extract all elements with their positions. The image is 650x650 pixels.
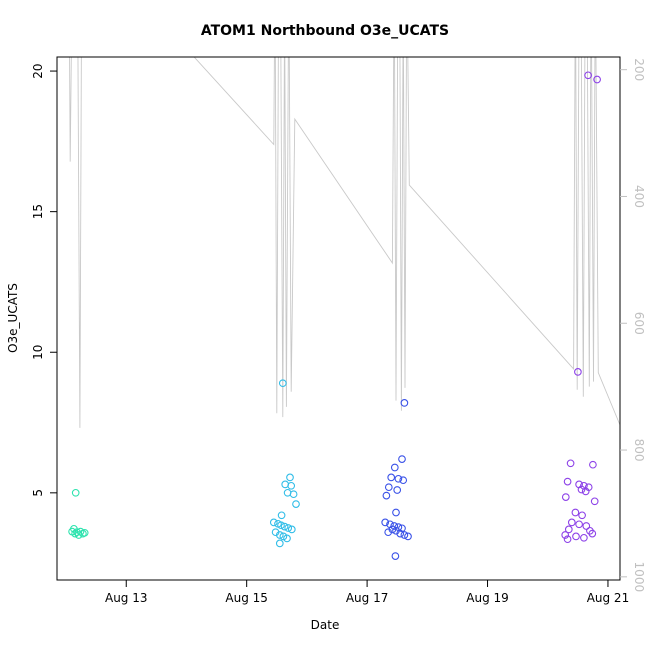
x-tick-label: Aug 13 (105, 591, 148, 605)
data-point (384, 528, 393, 537)
data-point (277, 511, 286, 520)
data-point (392, 508, 400, 517)
right-tick-label: 600 (632, 312, 646, 335)
data-point (269, 518, 278, 527)
x-tick-label: Aug 21 (587, 591, 630, 605)
data-point (382, 491, 391, 500)
y-tick-label: 5 (31, 489, 45, 497)
data-point (563, 477, 572, 486)
data-point (400, 399, 409, 407)
series-flight-aug15 (269, 379, 300, 548)
plot-box (56, 56, 621, 581)
y-tick-label: 20 (31, 63, 45, 78)
data-point (284, 524, 293, 532)
data-point (287, 481, 296, 490)
data-point (381, 518, 390, 527)
data-point (590, 497, 599, 506)
pressure-altitude-trace (69, 57, 620, 428)
x-tick-label: Aug 15 (225, 591, 268, 605)
data-point (399, 476, 408, 485)
data-point (593, 75, 601, 84)
data-point (561, 493, 570, 501)
series-flight-aug12 (68, 488, 89, 539)
right-tick-label: 400 (632, 185, 646, 208)
data-point (275, 531, 284, 539)
data-point (561, 531, 570, 539)
data-point (277, 521, 285, 530)
right-tick-label: 800 (632, 439, 646, 462)
data-point (292, 500, 300, 508)
data-point (76, 527, 85, 536)
data-point (280, 522, 289, 531)
data-point (80, 528, 89, 537)
data-point (584, 71, 592, 80)
data-point (566, 459, 575, 468)
data-point (572, 532, 580, 541)
x-tick-label: Aug 17 (346, 591, 389, 605)
data-point (404, 532, 412, 541)
data-point (577, 485, 586, 494)
data-point (589, 460, 597, 469)
data-point (580, 533, 588, 542)
data-point (384, 483, 393, 492)
right-tick-label: 1000 (632, 562, 646, 593)
y-tick-label: 10 (31, 345, 45, 360)
data-point (575, 520, 583, 529)
data-point (574, 368, 582, 376)
data-point (578, 511, 586, 520)
x-axis-label: Date (310, 618, 340, 632)
series-flight-aug20 (561, 71, 601, 544)
data-point (394, 474, 403, 483)
data-point (563, 535, 572, 544)
data-point (287, 525, 296, 534)
data-point (564, 525, 573, 534)
data-point (283, 534, 291, 543)
data-point (71, 488, 80, 497)
data-point (387, 473, 396, 482)
y-tick-label: 15 (31, 204, 45, 219)
data-point (391, 552, 400, 560)
data-point (588, 529, 597, 538)
data-point (278, 379, 287, 388)
data-point (582, 522, 591, 530)
series-flight-aug17 (381, 399, 412, 560)
data-point (71, 529, 79, 538)
data-point (289, 490, 298, 499)
data-point (396, 529, 405, 538)
chart-title: ATOM1 Northbound O3e_UCATS (200, 23, 450, 39)
data-point (581, 487, 590, 496)
data-point (390, 463, 399, 472)
y-axis-label: O3e_UCATS (6, 283, 20, 353)
x-tick-label: Aug 19 (466, 591, 509, 605)
right-tick-label: 200 (632, 58, 646, 81)
data-point (567, 518, 576, 527)
data-point (398, 455, 406, 463)
data-point (571, 508, 580, 517)
data-point (286, 473, 294, 482)
data-point (400, 531, 409, 539)
data-point (393, 486, 402, 494)
data-point (275, 539, 284, 548)
